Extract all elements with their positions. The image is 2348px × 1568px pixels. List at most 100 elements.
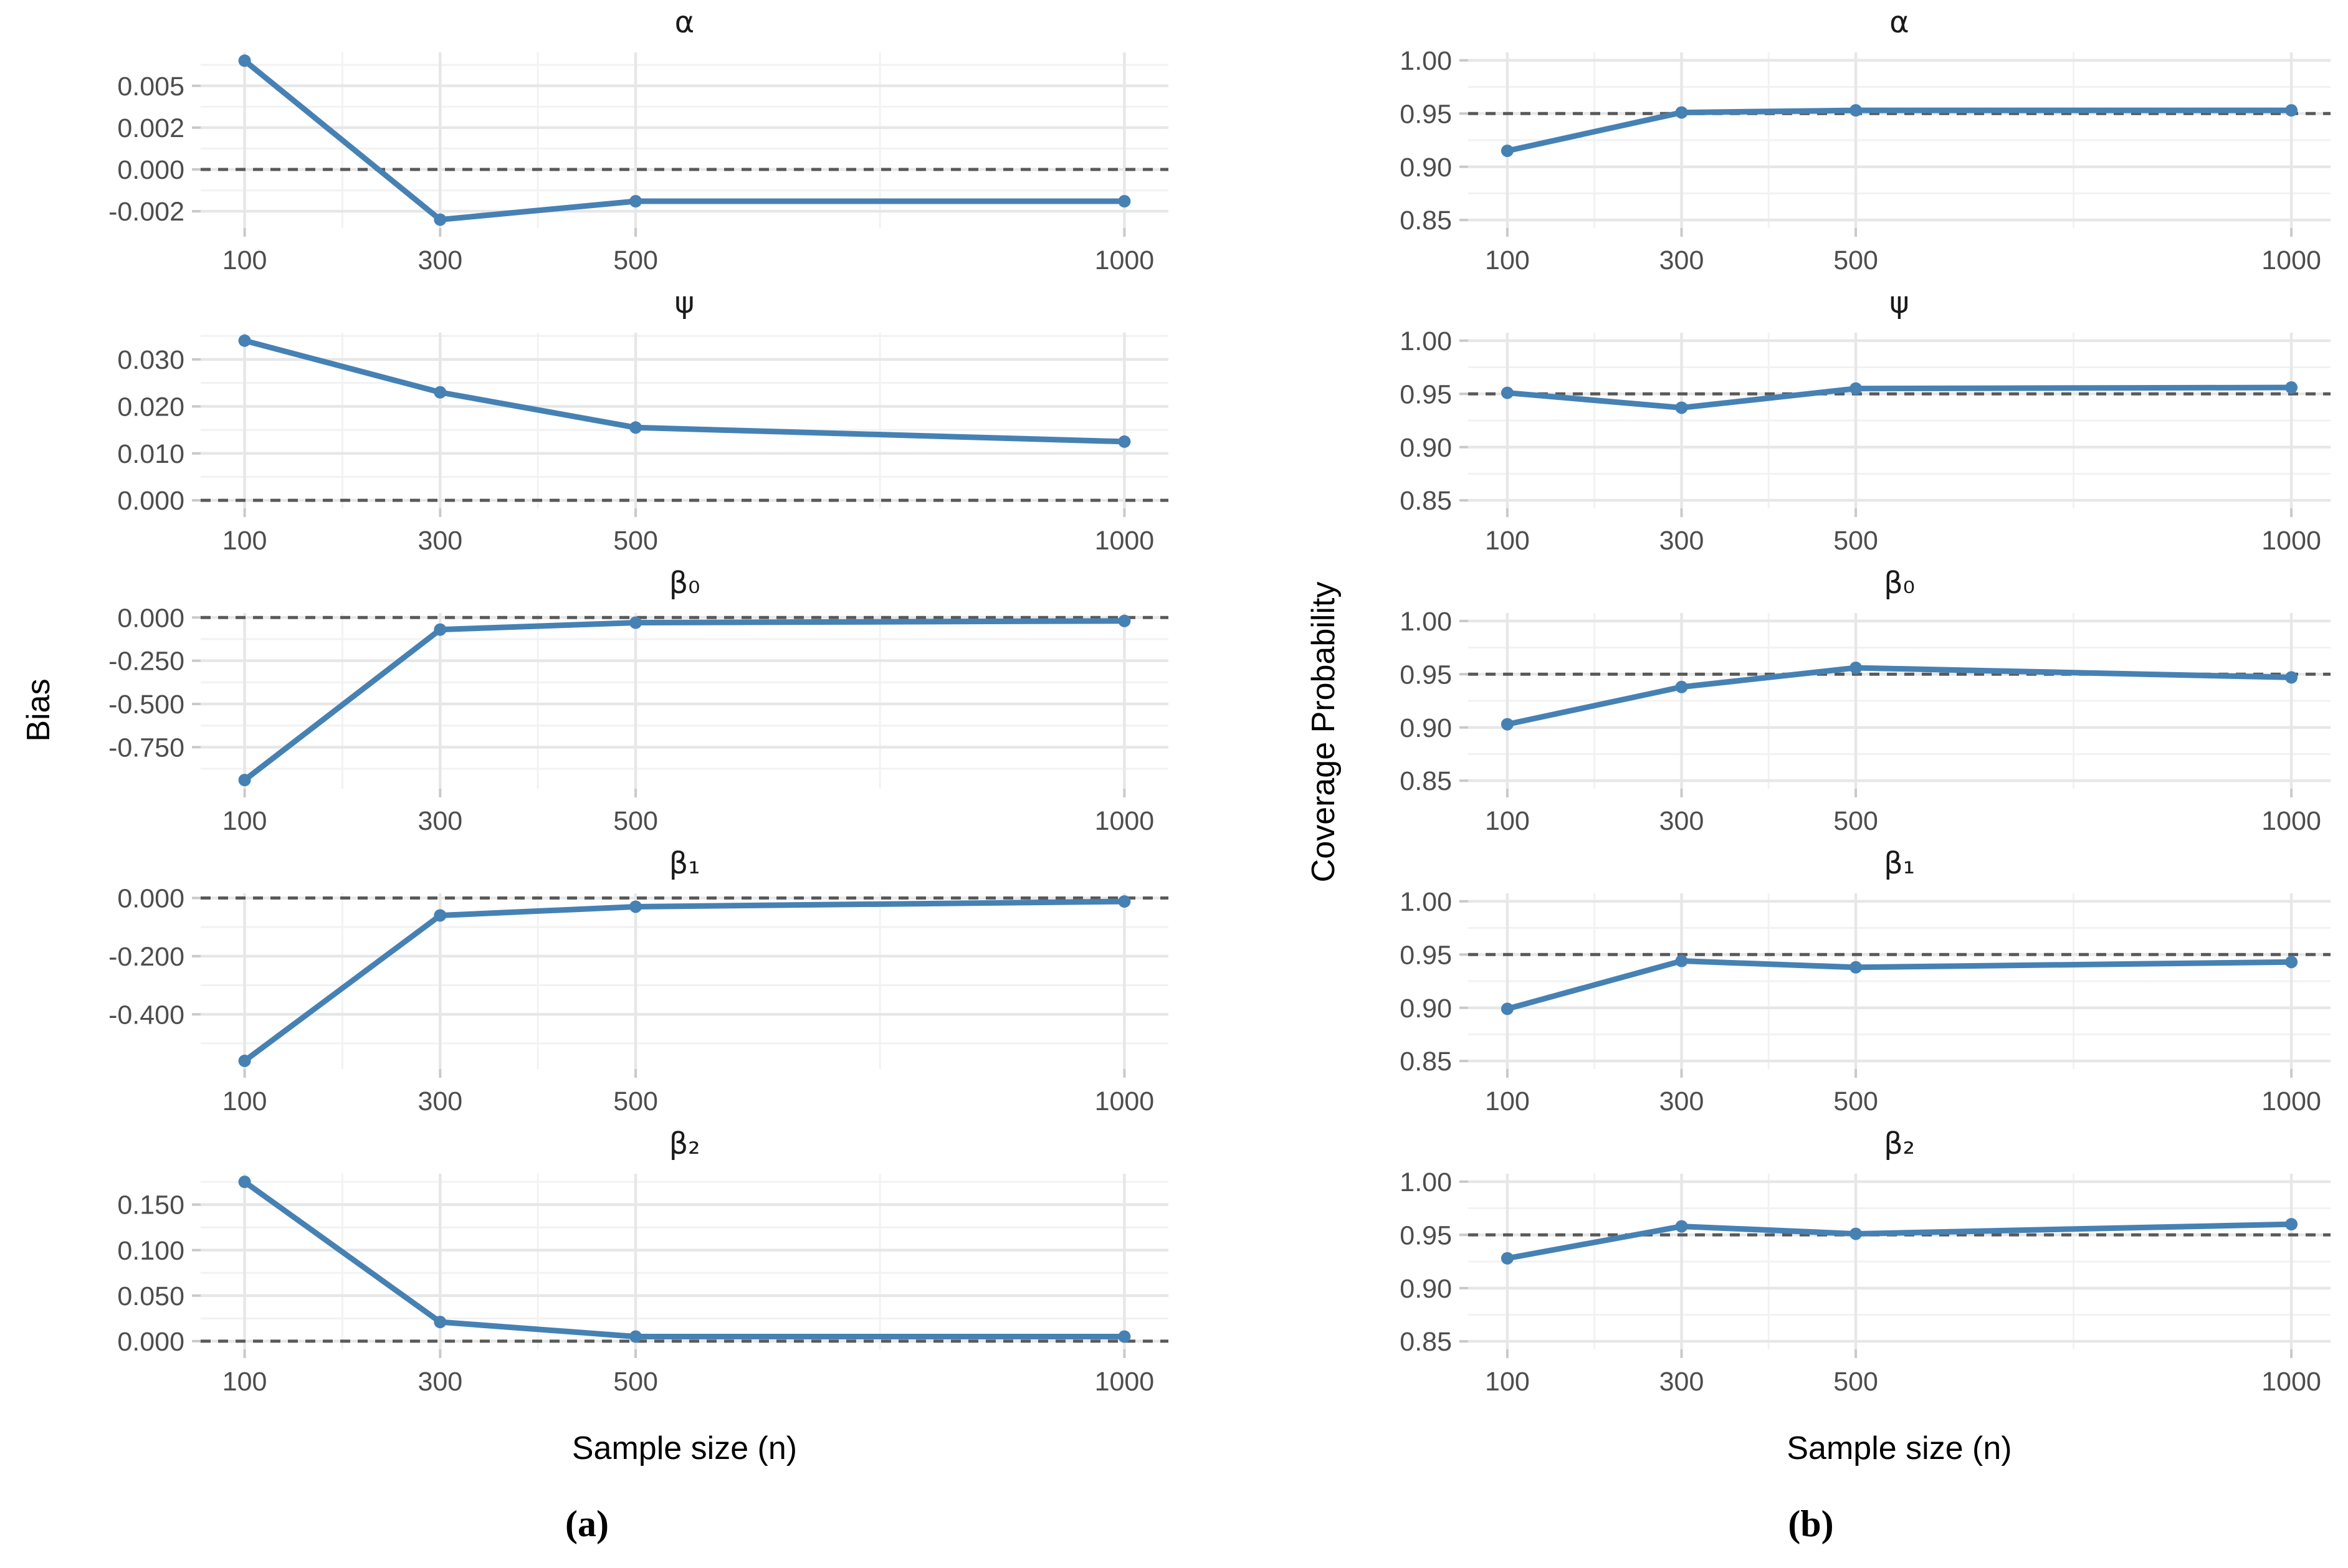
data-line (1504, 1221, 2294, 1262)
data-point (1849, 104, 1863, 117)
data-line (242, 1179, 1127, 1340)
x-tick-label: 300 (1659, 245, 1704, 275)
facet-bias-4: 0.150 0.100 0.050 0.000 100 300 500 1000 β₂ (117, 1126, 1168, 1397)
x-tick-label: 100 (1485, 245, 1530, 275)
facet-title: β₂ (1884, 1126, 1915, 1161)
x-tick-label: 300 (418, 806, 462, 836)
y-tick-label: 0.95 (1400, 940, 1452, 970)
data-point (434, 623, 447, 636)
data-point (238, 54, 251, 67)
x-tick-label: 1000 (2261, 806, 2321, 836)
data-point (1849, 382, 1863, 395)
data-line (242, 57, 1127, 223)
data-point (1675, 1220, 1688, 1233)
x-tick-label: 100 (1485, 1086, 1530, 1116)
facet-coverage-1: 1.00 0.95 0.90 0.85 100 300 500 1000 ψ (1400, 285, 2331, 556)
y-tick-label: -0.500 (108, 690, 184, 720)
y-tick-label: 0.000 (117, 603, 184, 633)
data-line (242, 618, 1127, 783)
facet-coverage-3: 1.00 0.95 0.90 0.85 100 300 500 1000 β₁ (1400, 846, 2331, 1116)
y-tick-label: 0.95 (1400, 660, 1452, 690)
facet-title: ψ (1889, 285, 1909, 320)
data-point (434, 1316, 447, 1329)
data-line (242, 898, 1127, 1064)
data-point (2285, 956, 2298, 969)
facet-bias-0: 0.005 0.002 0.000 -0.002 100 300 500 1000 α (108, 5, 1168, 275)
y-tick-label: 1.00 (1400, 326, 1452, 356)
x-tick-label: 1000 (1095, 806, 1155, 836)
y-tick-label: 1.00 (1400, 607, 1452, 637)
x-tick-label: 100 (1485, 1367, 1530, 1397)
y-tick-label: -0.400 (108, 1000, 184, 1030)
data-point (434, 213, 447, 226)
y-tick-label: 0.010 (117, 439, 184, 469)
x-tick-label: 300 (418, 1367, 462, 1397)
data-point (1675, 401, 1688, 414)
data-point (434, 909, 447, 922)
data-point (238, 334, 251, 347)
facet-title: ψ (675, 285, 695, 320)
y-tick-label: -0.200 (108, 942, 184, 972)
y-tick-label: 0.85 (1400, 766, 1452, 796)
x-tick-label: 300 (418, 245, 462, 275)
facet-title: α (675, 5, 695, 40)
x-tick-label: 1000 (2261, 1086, 2321, 1116)
data-point (1849, 662, 1863, 675)
coverage-facet-stack: 1.00 0.95 0.90 0.85 100 300 500 1000 α 1.00 0.95 0.… (1174, 4, 2348, 1405)
facet-title: β₀ (669, 566, 700, 601)
facet-title: β₁ (669, 846, 700, 881)
data-point (1501, 1252, 1514, 1265)
data-point (1118, 895, 1131, 908)
data-point (1501, 145, 1514, 158)
x-tick-label: 500 (1833, 526, 1878, 556)
y-tick-label: 0.005 (117, 72, 184, 102)
y-tick-label: 1.00 (1400, 1167, 1452, 1197)
data-line (1504, 665, 2294, 728)
y-tick-label: 0.95 (1400, 99, 1452, 129)
y-tick-label: 0.85 (1400, 206, 1452, 235)
data-point (1118, 1330, 1131, 1343)
data-point (1849, 1227, 1863, 1240)
data-point (629, 1330, 642, 1343)
y-tick-label: 0.000 (117, 1327, 184, 1357)
y-tick-label: 0.000 (117, 486, 184, 516)
x-tick-label: 1000 (1095, 526, 1155, 556)
y-tick-label: 0.90 (1400, 433, 1452, 463)
facet-title: β₁ (1884, 846, 1915, 881)
y-tick-label: 0.85 (1400, 1047, 1452, 1076)
subfigure-b-caption: (b) (1788, 1503, 1834, 1544)
data-line (1504, 384, 2294, 411)
x-tick-label: 300 (1659, 526, 1704, 556)
x-tick-label: 100 (222, 1086, 267, 1116)
data-point (434, 386, 447, 399)
data-line (1504, 107, 2294, 154)
y-tick-label: -0.250 (108, 647, 184, 677)
subfigure-a-caption: (a) (565, 1503, 609, 1544)
data-point (629, 421, 642, 434)
data-point (629, 616, 642, 629)
data-line (242, 338, 1127, 445)
x-tick-label: 500 (613, 1367, 658, 1397)
y-tick-label: 0.90 (1400, 713, 1452, 743)
x-tick-label: 1000 (2261, 1367, 2321, 1397)
x-tick-label: 500 (1833, 1367, 1878, 1397)
y-tick-label: 0.020 (117, 392, 184, 422)
facet-bias-2: 0.000 -0.250 -0.500 -0.750 100 300 500 1000 β₀ (108, 566, 1168, 836)
y-tick-label: -0.002 (108, 197, 184, 227)
x-tick-label: 100 (222, 526, 267, 556)
x-tick-label: 300 (418, 526, 462, 556)
y-tick-label: 1.00 (1400, 887, 1452, 917)
x-tick-label: 1000 (1095, 1086, 1155, 1116)
x-tick-label: 100 (222, 1367, 267, 1397)
x-tick-label: 300 (1659, 1086, 1704, 1116)
data-point (2285, 104, 2298, 117)
x-tick-label: 1000 (1095, 245, 1155, 275)
coverage-panel: Coverage Probability 1.00 0.95 0.90 0.85 100… (1174, 0, 2348, 1568)
data-point (238, 1054, 251, 1067)
data-point (1118, 195, 1131, 208)
facet-bias-1: 0.030 0.020 0.010 0.000 100 300 500 1000 ψ (117, 285, 1168, 556)
y-tick-label: -0.750 (108, 733, 184, 763)
bias-x-axis-label: Sample size (n) (571, 1430, 798, 1466)
data-point (629, 900, 642, 913)
